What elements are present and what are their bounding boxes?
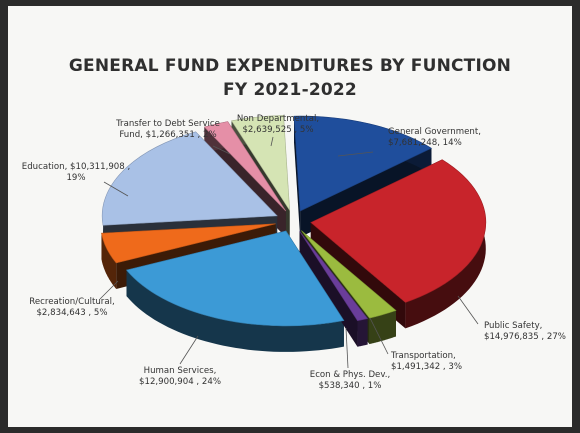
leader-line: [179, 335, 199, 365]
chart-page: GENERAL FUND EXPENDITURES BY FUNCTION FY…: [8, 6, 572, 427]
pie-slice: [299, 230, 369, 322]
pie-slice: [101, 223, 276, 264]
leader-line: [270, 136, 274, 147]
slice-label: Econ & Phys. Dev., $538,340 , 1%: [310, 370, 390, 391]
leader-line: [103, 181, 129, 197]
leader-line: [212, 145, 231, 155]
leader-line: [337, 151, 374, 157]
leader-line: [369, 317, 389, 355]
pie-slice: [301, 230, 397, 319]
pie-slice-side: [357, 318, 368, 347]
slice-label: Public Safety, $14,976,835 , 27%: [484, 321, 566, 342]
pie-slice-side: [369, 310, 396, 345]
pie-slice-side: [101, 233, 117, 289]
pie-slice: [125, 230, 345, 327]
pie-slice: [231, 115, 291, 212]
slice-label: Human Services, $12,900,904 , 24%: [139, 366, 221, 387]
chart-title: GENERAL FUND EXPENDITURES BY FUNCTION: [68, 56, 512, 76]
chart-subtitle: FY 2021-2022: [223, 80, 357, 100]
pie-slice: [101, 131, 278, 226]
slice-label: Recreation/Cultural, $2,834,643 , 5%: [29, 297, 114, 318]
slice-label: Transfer to Debt Service Fund, $1,266,351…: [115, 119, 220, 140]
slice-label: Non Departmental, $2,639,525 , 5%: [237, 114, 319, 135]
pie-slice: [293, 115, 433, 212]
pie-chart: General Government, $7,681,248, 14% Public…: [22, 114, 566, 391]
leader-line: [345, 327, 349, 369]
pie-slice-side: [294, 116, 301, 238]
pie-slice-side: [299, 231, 358, 347]
pie-slice: [203, 121, 287, 212]
slice-label: Education, $10,311,908 , 19%: [22, 162, 130, 183]
slice-label: Transportation, $1,491,342 , 3%: [390, 351, 462, 372]
leader-line: [457, 295, 479, 325]
leader-line: [99, 280, 119, 300]
pie-slice: [310, 159, 487, 303]
slice-label: General Government, $7,681,248, 14%: [388, 127, 481, 148]
pie-slice-side: [126, 270, 344, 352]
